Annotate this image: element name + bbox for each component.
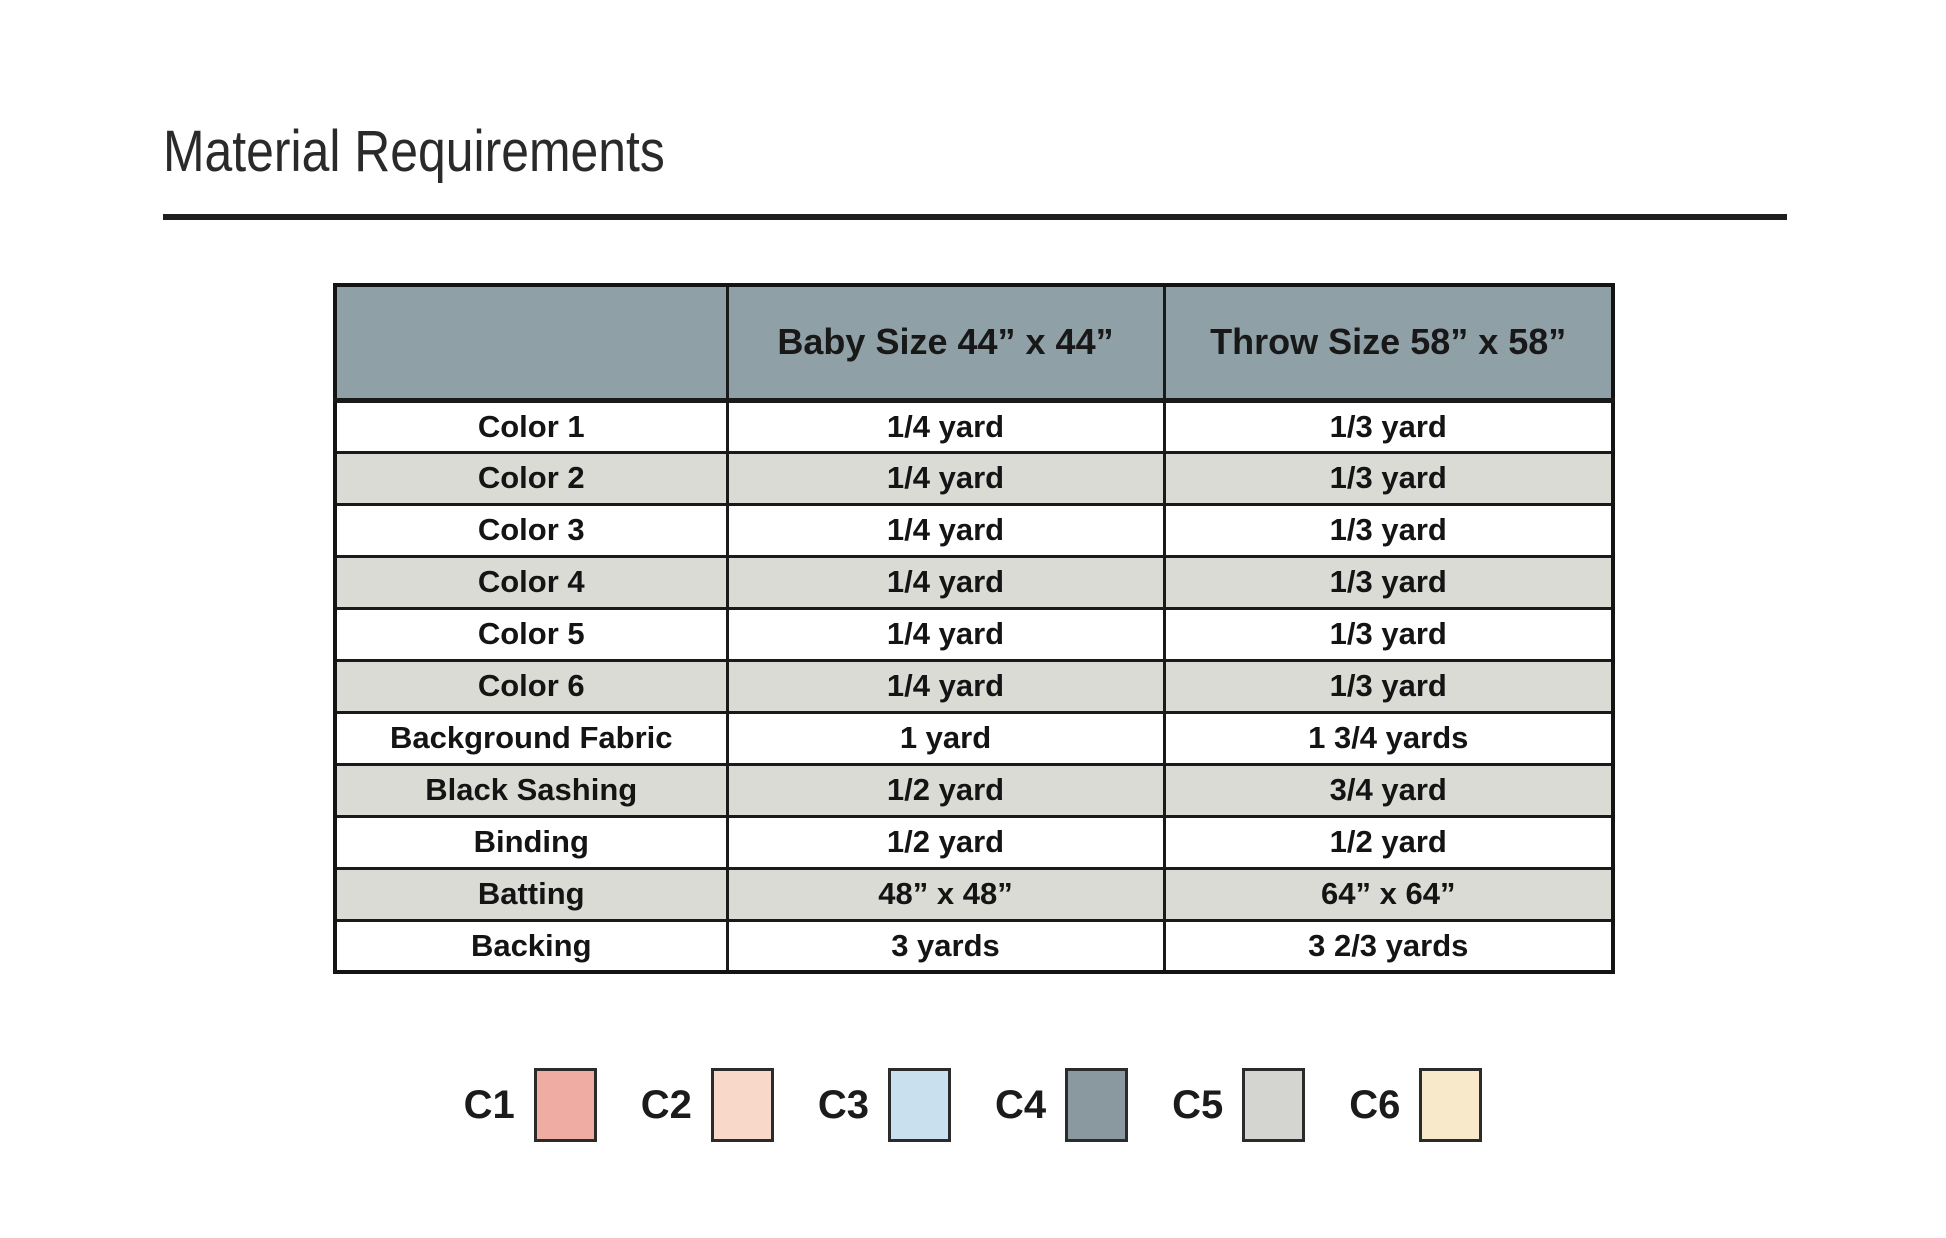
row-label: Color 5	[333, 606, 729, 662]
header-cell-blank	[333, 283, 729, 403]
table-row: Color 3 1/4 yard 1/3 yard	[333, 502, 1615, 558]
legend-label-c6: C6	[1349, 1082, 1401, 1127]
baby-value: 1/4 yard	[725, 502, 1166, 558]
baby-value: 1 yard	[725, 710, 1166, 766]
legend-item-c3: C3	[818, 1068, 951, 1142]
throw-value: 1/3 yard	[1162, 398, 1615, 454]
table-row: Color 4 1/4 yard 1/3 yard	[333, 554, 1615, 610]
table-row: Backing 3 yards 3 2/3 yards	[333, 918, 1615, 974]
baby-value: 3 yards	[725, 918, 1166, 974]
row-label: Backing	[333, 918, 729, 974]
color-swatch-c4	[1065, 1068, 1129, 1142]
legend-label-c1: C1	[463, 1082, 515, 1127]
legend-label-c3: C3	[817, 1082, 869, 1127]
table-row: Binding 1/2 yard 1/2 yard	[333, 814, 1615, 870]
legend-item-c5: C5	[1172, 1068, 1306, 1142]
row-label: Batting	[333, 866, 729, 922]
throw-value: 1/3 yard	[1162, 502, 1615, 558]
row-label: Color 4	[333, 554, 729, 610]
material-requirements-table: Baby Size 44” x 44” Throw Size 58” x 58”…	[333, 283, 1615, 974]
table-body: Color 1 1/4 yard 1/3 yard Color 2 1/4 ya…	[333, 398, 1615, 974]
throw-value: 1/3 yard	[1162, 658, 1615, 714]
header-row: Baby Size 44” x 44” Throw Size 58” x 58”	[333, 283, 1615, 403]
baby-value: 1/4 yard	[725, 554, 1166, 610]
color-swatch-c3	[888, 1068, 951, 1142]
row-label: Color 1	[333, 398, 729, 454]
table-header: Baby Size 44” x 44” Throw Size 58” x 58”	[333, 283, 1615, 403]
legend-label-c2: C2	[640, 1082, 692, 1127]
throw-value: 3/4 yard	[1162, 762, 1615, 818]
baby-value: 1/2 yard	[725, 814, 1166, 870]
color-swatch-c2	[710, 1068, 774, 1142]
table-row: Color 5 1/4 yard 1/3 yard	[333, 606, 1615, 662]
throw-value: 1/3 yard	[1162, 606, 1615, 662]
table-row: Batting 48” x 48” 64” x 64”	[333, 866, 1615, 922]
title-underline	[163, 214, 1787, 220]
throw-value: 1 3/4 yards	[1162, 710, 1615, 766]
row-label: Color 2	[333, 450, 729, 506]
header-cell-throw-size: Throw Size 58” x 58”	[1162, 283, 1615, 403]
table-row: Color 2 1/4 yard 1/3 yard	[333, 450, 1615, 506]
row-label: Binding	[333, 814, 729, 870]
header-cell-baby-size: Baby Size 44” x 44”	[725, 283, 1166, 403]
baby-value: 48” x 48”	[725, 866, 1166, 922]
baby-value: 1/4 yard	[725, 606, 1166, 662]
legend-item-c1: C1	[464, 1068, 597, 1142]
color-swatch-c1	[533, 1068, 597, 1142]
page-title: Material Requirements	[163, 119, 665, 184]
baby-value: 1/4 yard	[725, 658, 1166, 714]
row-label: Color 3	[333, 502, 729, 558]
table-row: Color 1 1/4 yard 1/3 yard	[333, 398, 1615, 454]
throw-value: 3 2/3 yards	[1162, 918, 1615, 974]
color-swatch-c6	[1419, 1068, 1483, 1142]
legend-label-c5: C5	[1172, 1082, 1224, 1127]
legend-item-c2: C2	[641, 1068, 774, 1142]
row-label: Black Sashing	[333, 762, 729, 818]
table-row: Background Fabric 1 yard 1 3/4 yards	[333, 710, 1615, 766]
throw-value: 64” x 64”	[1162, 866, 1615, 922]
legend-item-c6: C6	[1349, 1068, 1483, 1142]
baby-value: 1/4 yard	[725, 398, 1166, 454]
legend-item-c4: C4	[995, 1068, 1129, 1142]
table-row: Color 6 1/4 yard 1/3 yard	[333, 658, 1615, 714]
row-label: Background Fabric	[333, 710, 729, 766]
table-row: Black Sashing 1/2 yard 3/4 yard	[333, 762, 1615, 818]
color-swatch-c5	[1242, 1068, 1306, 1142]
legend-label-c4: C4	[995, 1082, 1047, 1127]
throw-value: 1/3 yard	[1162, 450, 1615, 506]
throw-value: 1/2 yard	[1162, 814, 1615, 870]
baby-value: 1/4 yard	[725, 450, 1166, 506]
baby-value: 1/2 yard	[725, 762, 1166, 818]
row-label: Color 6	[333, 658, 729, 714]
color-legend: C1 C2 C3 C4 C5 C6	[0, 1068, 1946, 1142]
throw-value: 1/3 yard	[1162, 554, 1615, 610]
